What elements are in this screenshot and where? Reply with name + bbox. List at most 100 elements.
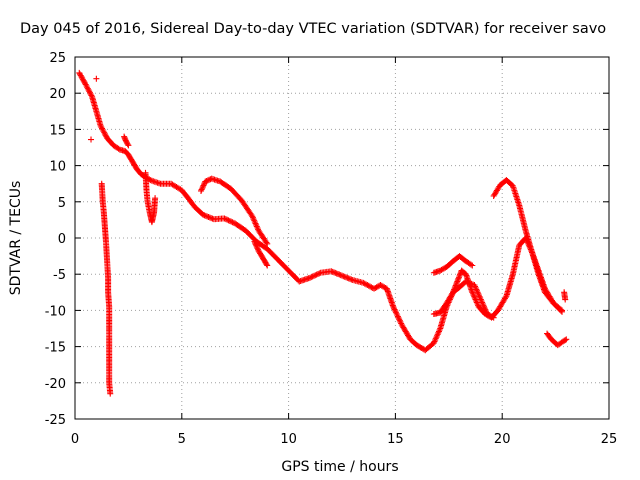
data-point-marker	[250, 216, 257, 223]
data-point-marker	[488, 313, 495, 320]
data-point-marker	[391, 306, 398, 313]
y-axis-tick-labels: 25 20 15 10 5 0 -5 -10 -15 -20 -25	[45, 51, 66, 428]
data-point-marker	[221, 215, 228, 222]
data-series	[430, 278, 497, 321]
data-point-marker	[101, 130, 108, 137]
data-point-marker	[474, 289, 481, 296]
data-point-marker	[125, 142, 132, 149]
data-point-marker	[471, 282, 478, 289]
data-point-marker	[316, 270, 323, 277]
data-point-marker	[473, 287, 480, 294]
data-point-marker	[481, 305, 488, 312]
data-point-marker	[432, 337, 439, 344]
data-point-marker	[478, 297, 485, 304]
data-point-marker	[367, 283, 374, 290]
data-point-marker	[472, 296, 479, 303]
data-point-marker	[434, 331, 441, 338]
data-point-marker	[439, 266, 446, 273]
data-point-marker	[93, 75, 100, 82]
data-point-marker	[470, 292, 477, 299]
data-point-marker	[101, 129, 108, 136]
data-point-marker	[441, 265, 448, 272]
data-series	[251, 238, 271, 269]
data-point-marker	[485, 311, 492, 318]
data-point-marker	[314, 271, 321, 278]
data-point-marker	[390, 305, 397, 312]
data-point-marker	[562, 296, 569, 303]
data-series	[121, 133, 132, 149]
data-point-marker	[473, 297, 480, 304]
y-tick-label: 15	[49, 123, 66, 138]
chart-title: Day 045 of 2016, Sidereal Day-to-day VTE…	[20, 21, 606, 37]
x-axis-title: GPS time / hours	[281, 459, 398, 475]
data-series	[430, 253, 476, 276]
data-point-marker	[392, 309, 399, 316]
data-point-marker	[254, 245, 261, 252]
data-point-marker	[489, 313, 496, 320]
data-point-marker	[398, 320, 405, 327]
data-point-marker	[312, 272, 319, 279]
y-tick-label: 5	[58, 196, 66, 211]
data-point-marker	[395, 314, 402, 321]
data-point-marker	[437, 267, 444, 274]
data-point-marker	[224, 216, 231, 223]
data-point-marker	[306, 274, 313, 281]
data-point-marker	[86, 89, 93, 96]
data-point-marker	[249, 214, 256, 221]
data-point-marker	[482, 308, 489, 315]
data-point-marker	[396, 317, 403, 324]
data-point-marker	[100, 128, 107, 135]
data-point-marker	[253, 242, 260, 249]
data-point-marker	[471, 293, 478, 300]
data-point-marker	[204, 177, 211, 184]
data-point-marker	[199, 185, 206, 192]
x-tick-label: 10	[280, 432, 297, 447]
data-point-marker	[201, 181, 208, 188]
data-point-marker	[371, 285, 378, 292]
y-tick-label: 25	[49, 51, 66, 66]
data-point-marker	[102, 132, 109, 139]
data-point-marker	[88, 92, 95, 99]
data-series	[198, 175, 271, 247]
data-point-marker	[225, 217, 232, 224]
data-point-marker	[115, 145, 122, 152]
data-point-marker	[308, 274, 315, 281]
data-series-group	[76, 69, 570, 397]
data-point-marker	[559, 307, 566, 314]
data-point-marker	[562, 337, 569, 344]
data-point-marker	[392, 307, 399, 314]
data-point-marker	[76, 71, 83, 78]
data-point-marker	[431, 338, 438, 345]
data-point-marker	[249, 213, 256, 220]
data-point-marker	[468, 280, 475, 287]
data-point-marker	[475, 290, 482, 297]
data-point-marker	[435, 328, 442, 335]
data-point-marker	[252, 220, 259, 227]
data-point-marker	[202, 178, 209, 185]
data-point-marker	[486, 312, 493, 319]
data-point-marker	[360, 279, 367, 286]
data-point-marker	[397, 319, 404, 326]
data-point-marker	[255, 246, 262, 253]
data-point-marker	[479, 299, 486, 306]
data-point-marker	[476, 293, 483, 300]
data-point-marker	[87, 91, 94, 98]
data-point-marker	[479, 300, 486, 307]
data-point-marker	[152, 195, 159, 202]
x-tick-label: 20	[494, 432, 511, 447]
data-point-marker	[313, 271, 320, 278]
y-axis-title: SDTVAR / TECUs	[8, 181, 24, 296]
data-point-marker	[252, 241, 259, 248]
data-point-marker	[502, 294, 509, 301]
data-point-marker	[462, 278, 469, 285]
data-series	[544, 330, 570, 349]
data-point-marker	[98, 124, 105, 131]
data-point-marker	[438, 266, 445, 273]
data-point-marker	[394, 313, 401, 320]
data-point-marker	[490, 314, 497, 321]
data-point-marker	[557, 306, 564, 313]
data-point-marker	[469, 289, 476, 296]
x-axis-tick-labels: 0 5 10 15 20 25	[71, 432, 617, 447]
data-point-marker	[253, 221, 260, 228]
